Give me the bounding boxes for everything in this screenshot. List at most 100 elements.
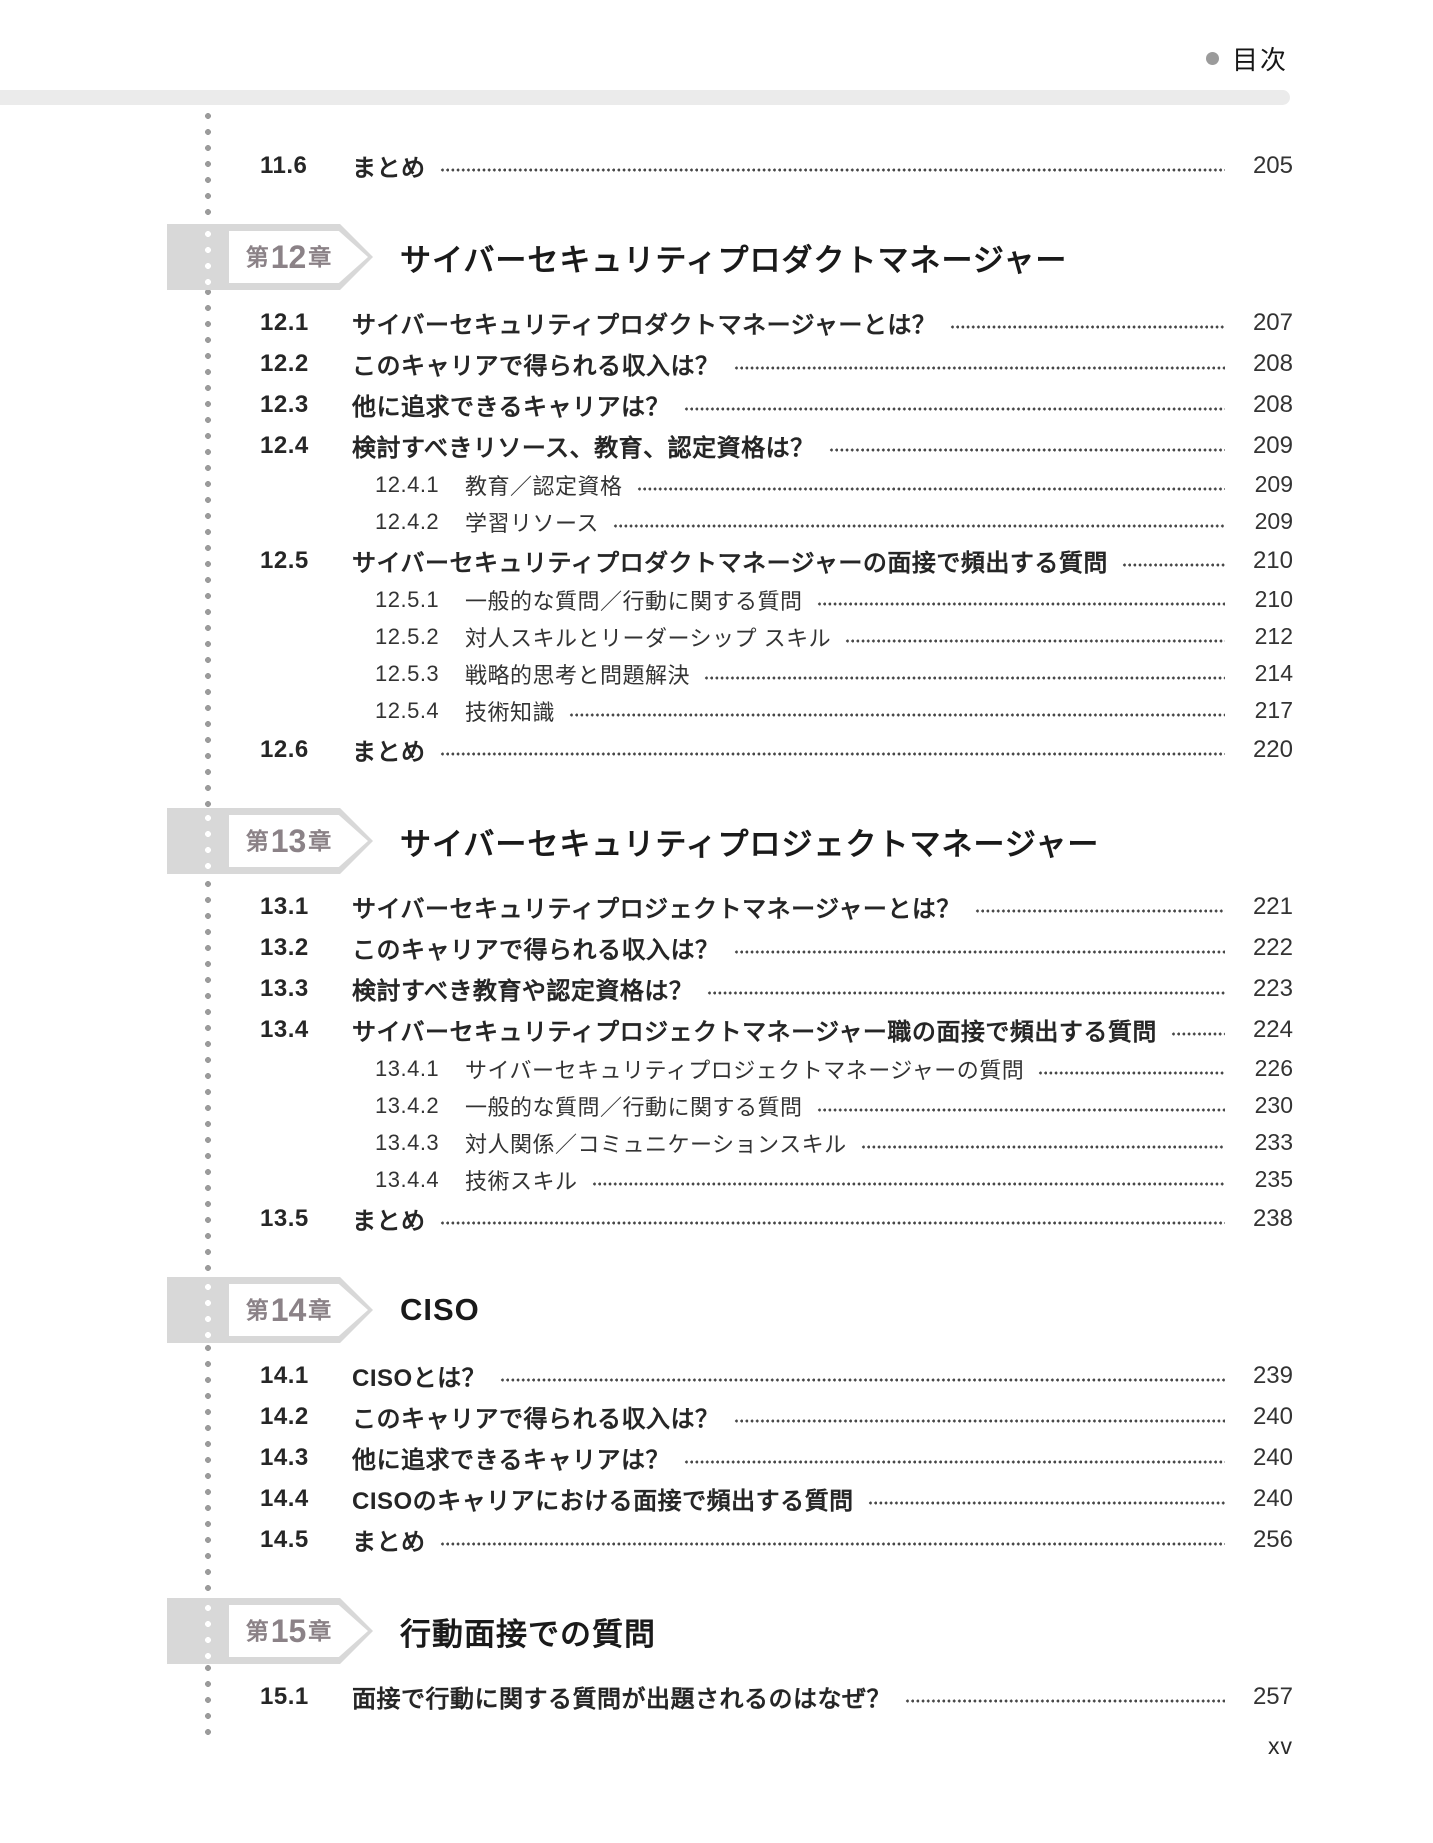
entry-page-number: 240 (1252, 1484, 1293, 1512)
entry-title: 技術スキル (465, 1168, 578, 1194)
dotted-leader (439, 1524, 1225, 1555)
badge-suffix: 章 (308, 1296, 332, 1323)
dotted-leader (1170, 1014, 1225, 1045)
entry-title: まとめ (352, 1208, 426, 1235)
entry-title: 戦略的思考と問題解決 (465, 662, 691, 688)
entry-page-number: 256 (1252, 1525, 1293, 1553)
entry-number: 13.3 (260, 974, 309, 1002)
entry-title: 他に追求できるキャリアは？ (352, 394, 671, 421)
dotted-leader (905, 1681, 1225, 1712)
entry-number: 11.6 (260, 151, 308, 179)
entry-number: 13.1 (260, 892, 309, 920)
entry-page-number: 240 (1252, 1443, 1293, 1471)
chapter-title: サイバーセキュリティプロダクトマネージャー (400, 242, 1068, 278)
chapter-title: サイバーセキュリティプロジェクトマネージャー (400, 826, 1100, 862)
chapter-badge: 第 12 章 (167, 224, 373, 290)
toc-entry: 12.1 サイバーセキュリティプロダクトマネージャーとは？ 207 (260, 302, 1293, 343)
entry-number: 14.1 (260, 1361, 309, 1389)
entry-title: まとめ (352, 1529, 426, 1556)
entry-page-number: 220 (1252, 735, 1293, 763)
dotted-leader (816, 1090, 1225, 1121)
entry-page-number: 208 (1252, 349, 1293, 377)
toc-entry: 13.5 まとめ 238 (260, 1198, 1293, 1239)
chapter-heading: 第 14 章 CISO (167, 1277, 1293, 1343)
toc-entry: 14.3 他に追求できるキャリアは？ 240 (260, 1437, 1293, 1478)
toc-entry: 14.1 CISOとは？ 239 (260, 1355, 1293, 1396)
chapter-badge-inner: 第 12 章 (229, 231, 368, 283)
toc-header-label: 目次 (1231, 45, 1288, 75)
entry-page-number: 233 (1254, 1129, 1293, 1155)
toc-entry: 12.6 まとめ 220 (260, 729, 1293, 770)
entry-title: サイバーセキュリティプロダクトマネージャーとは？ (352, 312, 937, 339)
toc-entry: 14.5 まとめ 256 (260, 1519, 1293, 1560)
entry-page-number: 240 (1252, 1402, 1293, 1430)
toc-subentry: 12.5.2 対人スキルとリーダーシップ スキル 212 (260, 618, 1293, 655)
entry-number: 12.4 (260, 431, 309, 459)
dotted-leader (439, 734, 1225, 765)
badge-prefix: 第 (245, 1617, 269, 1644)
chapter-badge: 第 15 章 (167, 1598, 373, 1664)
chapter-badge-inner: 第 15 章 (229, 1605, 368, 1657)
dotted-leader (439, 1203, 1225, 1234)
chapter-heading: 第 12 章 サイバーセキュリティプロダクトマネージャー (167, 224, 1293, 290)
entry-number: 12.4.2 (375, 508, 440, 534)
dotted-leader (733, 348, 1225, 379)
toc-subentry: 13.4.4 技術スキル 235 (260, 1161, 1293, 1198)
entry-title: このキャリアで得られる収入は？ (352, 937, 720, 964)
badge-number: 13 (270, 823, 307, 859)
entry-page-number: 238 (1252, 1204, 1293, 1232)
entry-number: 12.1 (260, 308, 309, 336)
entry-page-number: 208 (1252, 390, 1293, 418)
dotted-leader (828, 430, 1225, 461)
dotted-leader (860, 1127, 1225, 1158)
entry-page-number: 209 (1254, 508, 1293, 534)
toc-entry: 15.1 面接で行動に関する質問が出題されるのはなぜ？ 257 (260, 1676, 1293, 1717)
entry-title: サイバーセキュリティプロジェクトマネージャー職の面接で頻出する質問 (352, 1019, 1157, 1046)
chapter-title: 行動面接での質問 (400, 1616, 656, 1652)
entry-number: 12.3 (260, 390, 309, 418)
dotted-leader (500, 1360, 1225, 1391)
entry-page-number: 209 (1252, 431, 1293, 459)
entry-title: まとめ (352, 155, 426, 182)
badge-prefix: 第 (245, 827, 269, 854)
entry-page-number: 205 (1252, 151, 1293, 179)
badge-number: 14 (270, 1292, 307, 1328)
dotted-leader (816, 584, 1225, 615)
chapter-heading: 第 13 章 サイバーセキュリティプロジェクトマネージャー (167, 808, 1293, 874)
entry-number: 13.5 (260, 1204, 309, 1232)
entry-page-number: 214 (1254, 660, 1293, 686)
entry-number: 12.4.1 (375, 471, 440, 497)
entry-page-number: 235 (1254, 1166, 1293, 1192)
dotted-leader (704, 658, 1225, 689)
toc-entry: 13.3 検討すべき教育や認定資格は？ 223 (260, 968, 1293, 1009)
entry-title: 対人スキルとリーダーシップ スキル (465, 625, 832, 651)
entry-page-number: 239 (1252, 1361, 1293, 1389)
entry-title: 面接で行動に関する質問が出題されるのはなぜ？ (352, 1686, 891, 1713)
dotted-leader (707, 973, 1225, 1004)
toc-entry: 12.4 検討すべきリソース、教育、認定資格は？ 209 (260, 425, 1293, 466)
entry-title: 学習リソース (465, 510, 599, 536)
entry-title: このキャリアで得られる収入は？ (352, 353, 720, 380)
entry-page-number: 209 (1254, 471, 1293, 497)
entry-number: 13.4.4 (375, 1166, 440, 1192)
entry-page-number: 226 (1254, 1055, 1293, 1081)
toc-subentry: 13.4.3 対人関係／コミュニケーションスキル 233 (260, 1124, 1293, 1161)
entry-number: 13.4.2 (375, 1092, 440, 1118)
entry-title: 対人関係／コミュニケーションスキル (465, 1131, 847, 1157)
entry-number: 13.4 (260, 1015, 309, 1043)
toc-subentry: 12.5.4 技術知識 217 (260, 692, 1293, 729)
entry-title: 検討すべき教育や認定資格は？ (352, 978, 694, 1005)
folio-page-number: xv (1268, 1733, 1293, 1759)
entry-title: このキャリアで得られる収入は？ (352, 1406, 720, 1433)
dotted-leader (684, 389, 1225, 420)
dotted-leader (1121, 545, 1225, 576)
toc-entry: 11.6 まとめ 205 (260, 145, 1293, 186)
entry-page-number: 212 (1254, 623, 1293, 649)
entry-title: サイバーセキュリティプロダクトマネージャーの面接で頻出する質問 (352, 550, 1108, 577)
badge-dots-overlay (205, 810, 211, 872)
entry-number: 14.4 (260, 1484, 309, 1512)
entry-title: 他に追求できるキャリアは？ (352, 1447, 671, 1474)
chapter-badge-inner: 第 13 章 (229, 815, 368, 867)
entry-title: 一般的な質問／行動に関する質問 (465, 588, 803, 614)
entry-number: 12.6 (260, 735, 309, 763)
